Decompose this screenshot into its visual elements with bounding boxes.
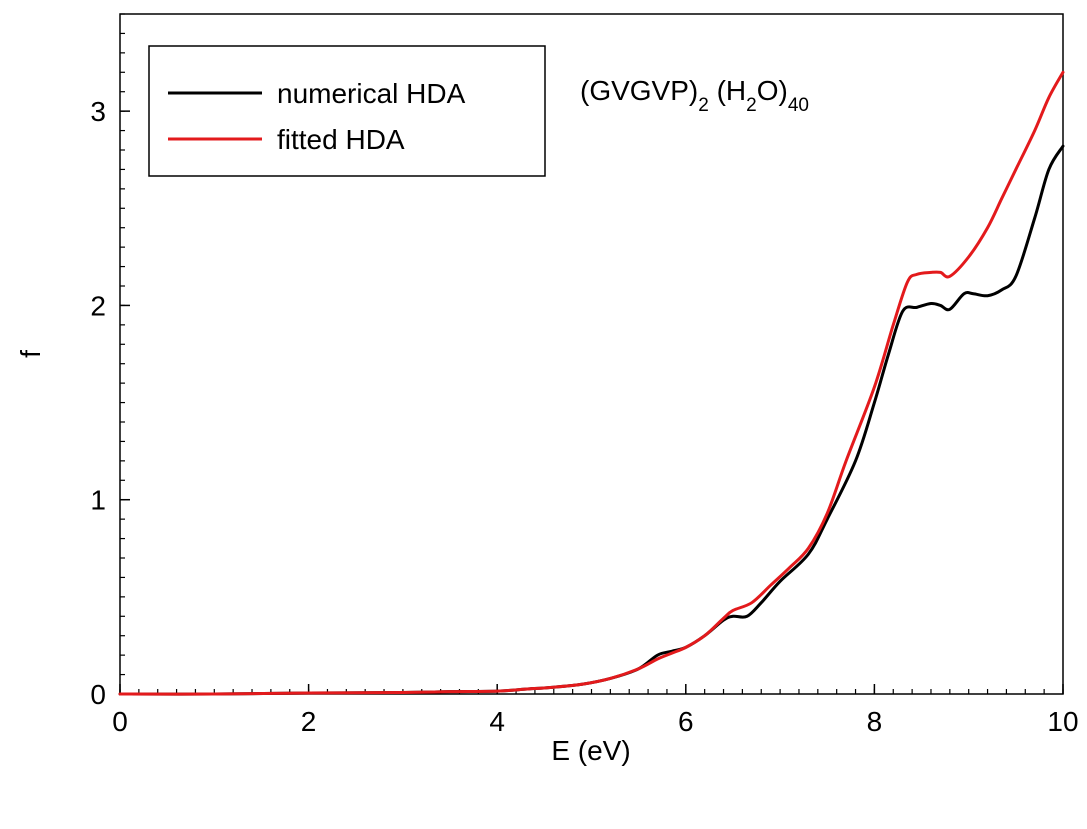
x-tick-label: 6 (678, 706, 694, 737)
y-axis-label: f (15, 350, 46, 358)
y-tick-label: 1 (90, 485, 106, 516)
y-tick-label: 0 (90, 679, 106, 710)
legend: numerical HDA fitted HDA (148, 45, 546, 177)
annotation-text: (H (709, 75, 746, 106)
x-tick-label: 0 (112, 706, 128, 737)
series-layer (118, 70, 1065, 696)
x-tick-label: 8 (867, 706, 883, 737)
annotation-subscript: 2 (698, 95, 709, 116)
legend-label-fitted-hda: fitted HDA (277, 124, 405, 155)
x-tick-label: 2 (301, 706, 317, 737)
legend-entries: numerical HDA fitted HDA (168, 78, 466, 155)
series-line-numerical-hda (118, 144, 1065, 696)
x-tick-label: 10 (1047, 706, 1078, 737)
annotation-text: (GVGVP) (580, 75, 698, 106)
x-axis-ticks: 0 2 4 6 8 10 (112, 684, 1079, 737)
y-tick-label: 3 (90, 96, 106, 127)
annotation-subscript: 2 (746, 95, 757, 116)
chart-annotation: (GVGVP)2 (H2O)40 (580, 75, 809, 116)
x-tick-label: 4 (489, 706, 505, 737)
y-tick-label: 2 (90, 290, 106, 321)
x-axis-label: E (eV) (551, 735, 630, 766)
annotation-text: O) (757, 75, 788, 106)
legend-label-numerical-hda: numerical HDA (277, 78, 466, 109)
legend-box (148, 45, 546, 177)
annotation-subscript: 40 (788, 95, 809, 116)
series-line-fitted-hda (118, 70, 1065, 696)
